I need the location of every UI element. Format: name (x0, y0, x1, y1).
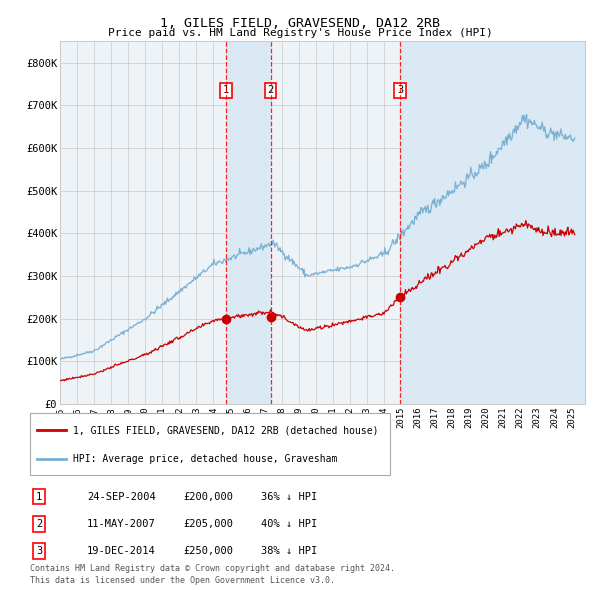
Text: 1: 1 (223, 86, 229, 95)
Text: 11-MAY-2007: 11-MAY-2007 (87, 519, 156, 529)
Text: 3: 3 (397, 86, 403, 95)
Bar (400, 41, 585, 404)
Bar (226, 41, 271, 404)
Text: 1: 1 (36, 492, 42, 502)
Text: 2: 2 (36, 519, 42, 529)
Text: 2: 2 (268, 86, 274, 95)
Text: 24-SEP-2004: 24-SEP-2004 (87, 492, 156, 502)
FancyBboxPatch shape (30, 413, 390, 475)
Text: £205,000: £205,000 (183, 519, 233, 529)
Text: 36% ↓ HPI: 36% ↓ HPI (261, 492, 317, 502)
Text: 38% ↓ HPI: 38% ↓ HPI (261, 546, 317, 556)
Text: 40% ↓ HPI: 40% ↓ HPI (261, 519, 317, 529)
Text: This data is licensed under the Open Government Licence v3.0.: This data is licensed under the Open Gov… (30, 576, 335, 585)
Text: 3: 3 (36, 546, 42, 556)
Text: Contains HM Land Registry data © Crown copyright and database right 2024.: Contains HM Land Registry data © Crown c… (30, 565, 395, 573)
Text: 1, GILES FIELD, GRAVESEND, DA12 2RB: 1, GILES FIELD, GRAVESEND, DA12 2RB (160, 17, 440, 30)
Text: 1, GILES FIELD, GRAVESEND, DA12 2RB (detached house): 1, GILES FIELD, GRAVESEND, DA12 2RB (det… (73, 425, 379, 435)
Text: £250,000: £250,000 (183, 546, 233, 556)
Text: 19-DEC-2014: 19-DEC-2014 (87, 546, 156, 556)
Text: Price paid vs. HM Land Registry's House Price Index (HPI): Price paid vs. HM Land Registry's House … (107, 28, 493, 38)
Text: HPI: Average price, detached house, Gravesham: HPI: Average price, detached house, Grav… (73, 454, 338, 464)
Text: £200,000: £200,000 (183, 492, 233, 502)
